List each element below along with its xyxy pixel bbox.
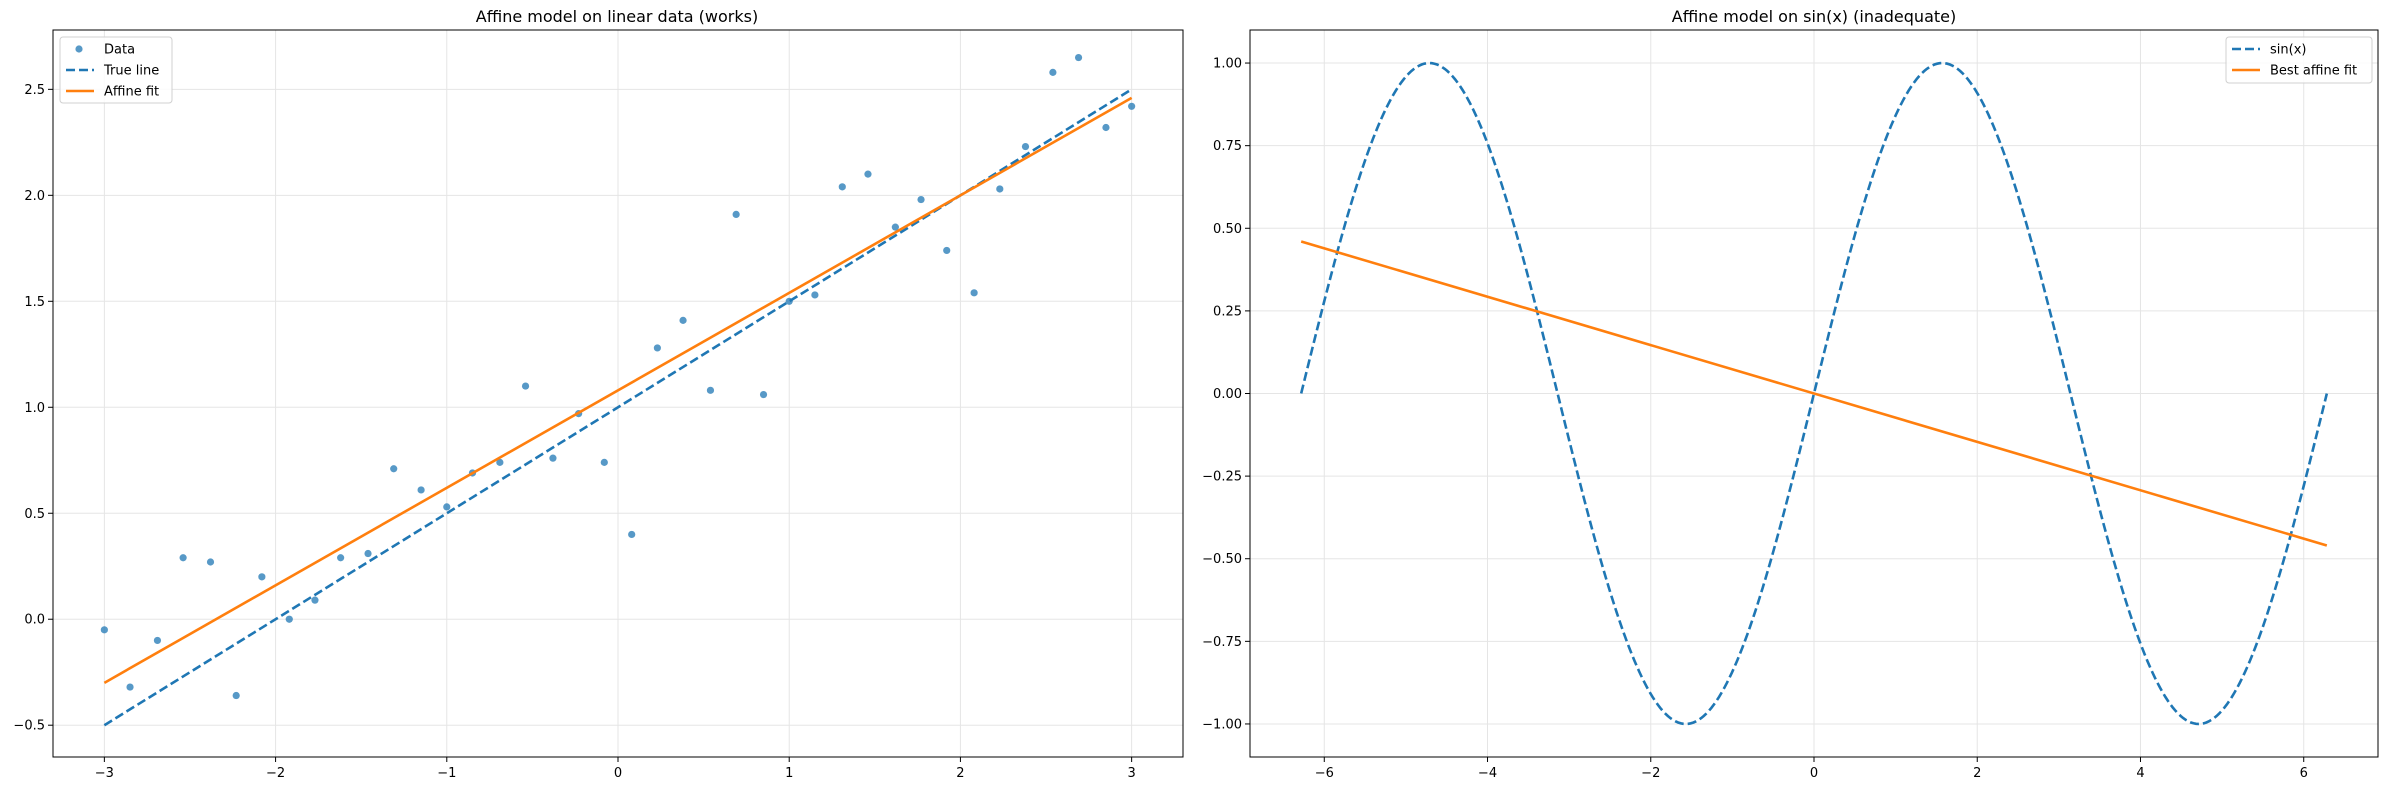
x-tick-label: 1 <box>785 766 793 781</box>
data-point <box>417 486 425 494</box>
best-affine-fit-series-line <box>1300 240 2328 547</box>
legend-true-line-label: True line <box>103 64 159 79</box>
data-point <box>653 344 661 352</box>
data-point <box>496 458 504 466</box>
legend-best-affine-fit-label: Best affine fit <box>2270 64 2357 79</box>
x-tick-label: 2 <box>1973 766 1981 781</box>
left-chart-legend: Data True line Affine fit <box>59 36 173 104</box>
data-point <box>443 503 451 511</box>
data-point <box>100 626 108 634</box>
y-tick-label: 2.0 <box>24 189 45 204</box>
y-tick-label: 1.5 <box>24 295 45 310</box>
y-tick-label: 0.75 <box>1213 139 1242 154</box>
x-tick-label: 3 <box>1127 766 1135 781</box>
data-point <box>1102 123 1110 132</box>
y-tick-label: 2.5 <box>24 83 45 98</box>
y-tick-label: −0.5 <box>13 719 45 734</box>
data-point <box>549 454 557 462</box>
y-tick-label: 0.5 <box>24 507 45 522</box>
data-point <box>970 289 978 297</box>
right-chart-marks <box>1299 61 2329 726</box>
right-chart-x-axis: −6 −4 −2 0 2 4 6 <box>1315 757 2308 781</box>
data-point <box>1021 142 1030 151</box>
data-point <box>1074 53 1083 62</box>
legend-data-marker <box>75 45 83 53</box>
data-point <box>126 683 134 691</box>
right-chart-legend: sin(x) Best affine fit <box>2225 36 2373 84</box>
data-point <box>864 170 872 178</box>
data-point <box>364 549 372 558</box>
x-tick-label: 2 <box>956 766 964 781</box>
x-tick-label: −4 <box>1478 766 1497 781</box>
legend-affine-fit-label: Affine fit <box>104 85 159 100</box>
data-point <box>285 615 293 623</box>
data-point <box>759 390 768 399</box>
left-chart-x-axis: −3 −2 −1 0 1 2 3 <box>95 757 1136 781</box>
data-point <box>917 195 925 204</box>
legend-sin-x-label: sin(x) <box>2270 43 2306 58</box>
data-point <box>311 596 319 604</box>
x-tick-label: −1 <box>437 766 456 781</box>
affine-fit-series-line <box>103 96 1133 684</box>
data-point <box>258 573 266 581</box>
legend-data-label: Data <box>104 43 135 58</box>
data-point <box>206 558 215 566</box>
left-chart-grid <box>53 30 1183 757</box>
x-tick-label: −2 <box>1641 766 1660 781</box>
y-tick-label: 1.00 <box>1213 57 1242 72</box>
x-tick-label: −6 <box>1315 766 1334 781</box>
data-point <box>943 246 951 255</box>
left-chart-marks <box>100 53 1136 727</box>
left-chart-title: Affine model on linear data (works) <box>476 7 758 26</box>
left-chart-y-axis: −0.5 0.0 0.5 1.0 1.5 2.0 2.5 <box>13 83 53 734</box>
data-point <box>732 210 740 218</box>
y-tick-label: 0.00 <box>1213 387 1242 402</box>
data-point <box>600 458 608 466</box>
data-point <box>996 185 1004 193</box>
data-point <box>891 223 899 231</box>
data-point <box>838 183 846 191</box>
right-chart-title: Affine model on sin(x) (inadequate) <box>1672 7 1956 26</box>
right-chart-y-axis: −1.00 −0.75 −0.50 −0.25 0.00 0.25 0.50 0.75 1.00 <box>1202 57 1250 732</box>
y-tick-label: −0.75 <box>1202 635 1242 650</box>
x-tick-label: 0 <box>614 766 622 781</box>
left-chart-panel: Affine model on linear data (works) −3 −2… <box>13 7 1184 781</box>
data-point <box>390 465 398 473</box>
x-tick-label: −3 <box>95 766 114 781</box>
y-tick-label: −0.50 <box>1202 552 1242 567</box>
data-point <box>232 691 240 700</box>
data-point <box>628 530 636 539</box>
data-point <box>679 316 687 324</box>
y-tick-label: −1.00 <box>1202 717 1242 732</box>
data-point <box>1128 102 1136 110</box>
data-point <box>706 386 715 394</box>
data-point <box>811 291 819 299</box>
data-point <box>179 554 187 562</box>
y-tick-label: 1.0 <box>24 401 45 416</box>
x-tick-label: 0 <box>1810 766 1818 781</box>
y-tick-label: 0.25 <box>1213 304 1242 319</box>
data-point <box>1049 68 1057 76</box>
x-tick-label: −2 <box>266 766 285 781</box>
data-point <box>521 382 530 390</box>
data-point <box>337 554 345 562</box>
right-chart-panel: Affine model on sin(x) (inadequate) −6 −4… <box>1202 7 2379 781</box>
y-tick-label: 0.0 <box>24 613 45 628</box>
legend-box <box>2225 36 2373 84</box>
legend-box <box>59 36 173 104</box>
x-tick-label: 6 <box>2300 766 2308 781</box>
y-tick-label: −0.25 <box>1202 470 1242 485</box>
y-tick-label: 0.50 <box>1213 222 1242 237</box>
data-point <box>153 636 162 645</box>
x-tick-label: 4 <box>2136 766 2144 781</box>
